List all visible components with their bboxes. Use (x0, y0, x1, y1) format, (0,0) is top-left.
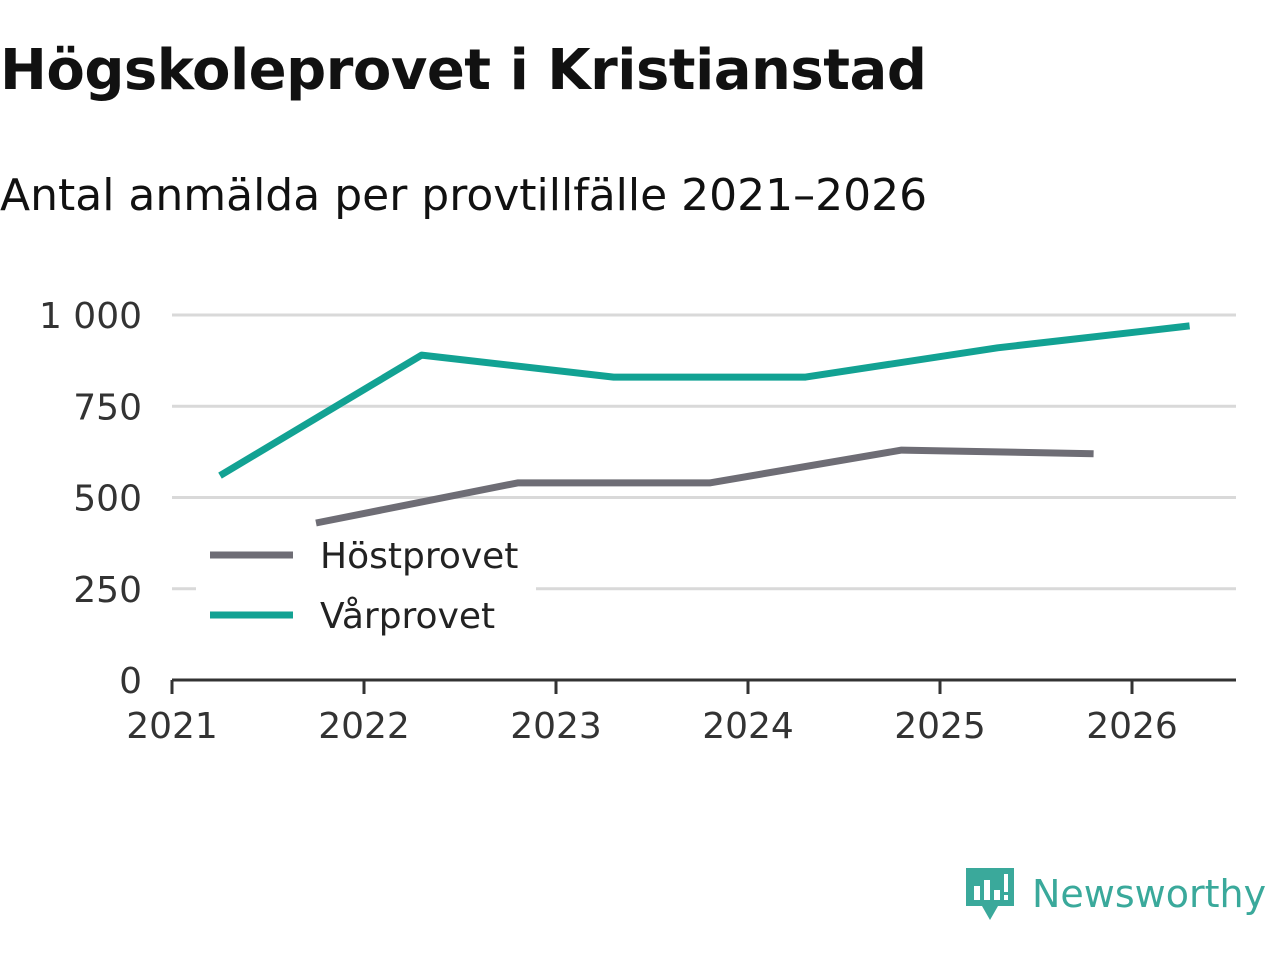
legend: Höstprovet Vårprovet (196, 530, 536, 650)
newsworthy-logo-icon (966, 868, 1014, 920)
legend-background (196, 530, 536, 650)
y-tick-label: 1 000 (39, 296, 142, 337)
series-line-hostprovet (315, 446, 1094, 527)
x-tick-label: 2022 (318, 706, 410, 747)
series-line-varprovet (218, 322, 1190, 479)
x-axis: 2021 2022 2023 2024 2025 2026 (126, 678, 1236, 747)
legend-label: Höstprovet (320, 536, 518, 577)
y-axis-ticks: 0 250 500 750 1 000 (39, 296, 142, 702)
legend-label: Vårprovet (320, 596, 495, 637)
x-tick-label: 2025 (894, 706, 986, 747)
x-tick-label: 2024 (702, 706, 794, 747)
x-tick-label: 2023 (510, 706, 602, 747)
y-tick-label: 500 (73, 479, 142, 520)
brand-logo: Newsworthy (964, 864, 1266, 924)
y-tick-label: 0 (119, 661, 142, 702)
y-tick-label: 250 (73, 570, 142, 611)
chart-subtitle: Antal anmälda per provtillfälle 2021–202… (0, 170, 928, 221)
x-tick-label: 2021 (126, 706, 218, 747)
series-lines (218, 322, 1190, 527)
chart-title: Högskoleprovet i Kristianstad (0, 38, 927, 103)
brand-name: Newsworthy (1032, 872, 1267, 916)
x-tick-label: 2026 (1086, 706, 1178, 747)
y-tick-label: 750 (73, 387, 142, 428)
